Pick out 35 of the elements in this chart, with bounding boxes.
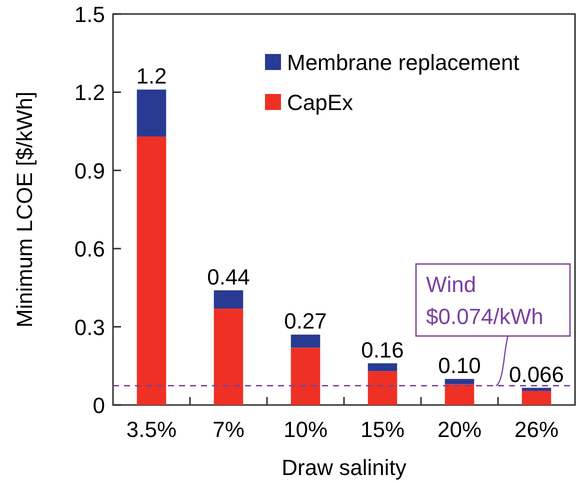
y-tick-label: 0.3: [74, 314, 105, 340]
bar: [136, 90, 166, 137]
ref-line-label: Wind $0.074/kWh: [426, 272, 544, 329]
y-tick-label: 1.5: [74, 2, 105, 27]
y-tick-label: 1.2: [74, 80, 105, 106]
y-tick-label: 0.9: [74, 158, 105, 184]
x-tick-label: 10%: [283, 417, 328, 442]
x-tick-label: 3.5%: [126, 417, 177, 442]
total-label: 0.27: [284, 308, 327, 334]
bar: [368, 363, 398, 372]
total-label: 1.2: [136, 64, 167, 89]
total-label: 0.16: [361, 337, 404, 362]
bar: [522, 390, 552, 405]
bar: [290, 334, 320, 348]
bar: [136, 136, 166, 405]
total-label: 0.066: [508, 362, 564, 387]
y-tick-label: 0: [92, 393, 105, 418]
bar: [444, 384, 474, 405]
x-tick-label: 15%: [360, 417, 405, 442]
x-axis-title: Draw salinity: [282, 455, 406, 480]
bar: [444, 378, 474, 384]
x-tick-label: 20%: [437, 417, 482, 442]
legend-label: CapEx: [287, 90, 354, 115]
total-label: 0.44: [207, 264, 250, 290]
x-tick-label: 7%: [212, 417, 244, 442]
bar: [290, 348, 320, 405]
x-tick-label: 26%: [514, 417, 559, 442]
bar: [368, 371, 398, 405]
bar: [214, 308, 244, 405]
total-label: 0.10: [438, 352, 481, 378]
y-axis-title: Minimum LCOE [$/kWh]: [12, 92, 37, 328]
legend-label: Membrane replacement: [287, 50, 520, 75]
bar: [214, 290, 244, 309]
y-tick-label: 0.6: [74, 236, 105, 262]
bar: [522, 388, 552, 391]
